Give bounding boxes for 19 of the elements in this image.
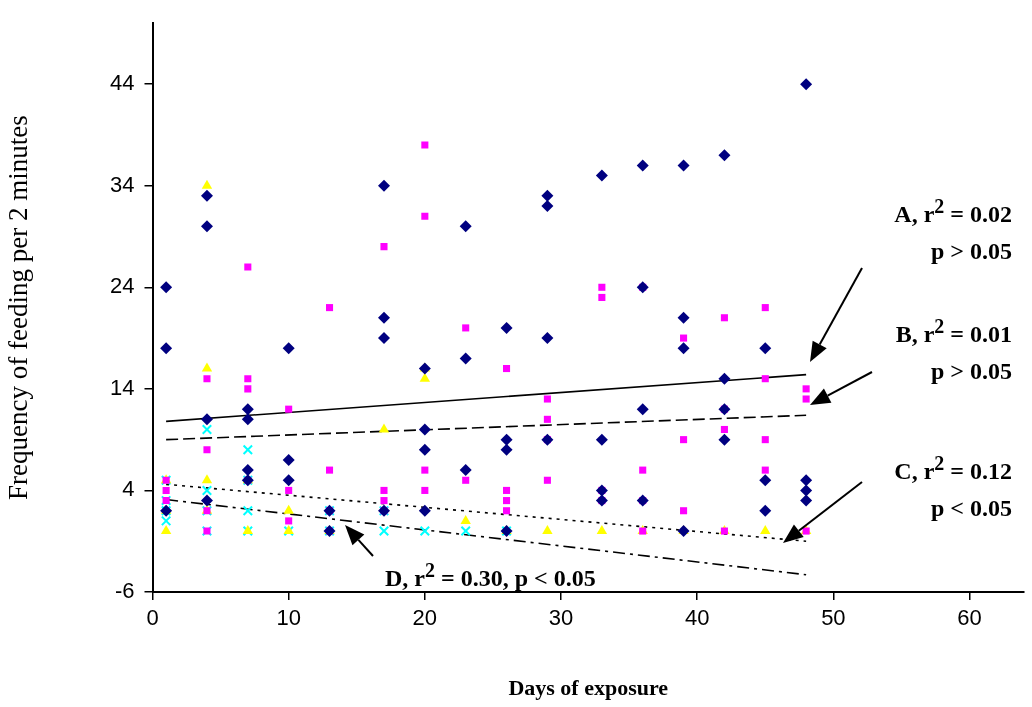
x-tick-label: 50 [821, 605, 846, 631]
y-tick-label: 4 [122, 476, 135, 502]
y-axis-title: Frequency of feeding per 2 minutes [3, 115, 34, 500]
y-tick-label: -6 [114, 578, 135, 604]
x-tick-label: 0 [146, 605, 159, 631]
y-tick-label: 44 [110, 70, 135, 96]
x-axis-title: Days of exposure [508, 675, 669, 701]
x-tick-label: 10 [276, 605, 301, 631]
annotation: B, r$^{2}$ = 0.01 p > 0.05 [895, 314, 1012, 386]
y-tick-label: 24 [110, 273, 135, 299]
x-tick-label: 60 [957, 605, 982, 631]
annotation: C, r$^{2}$ = 0.12 p < 0.05 [894, 451, 1012, 523]
annotation: A, r$^{2}$ = 0.02 p > 0.05 [894, 194, 1012, 266]
annotation: D, r$^{2}$ = 0.30, p < 0.05 [385, 558, 596, 593]
x-tick-label: 20 [412, 605, 438, 631]
y-tick-label: 34 [110, 171, 135, 197]
x-tick-label: 30 [548, 605, 574, 631]
y-tick-label: 14 [110, 374, 135, 400]
x-tick-label: 40 [684, 605, 710, 631]
